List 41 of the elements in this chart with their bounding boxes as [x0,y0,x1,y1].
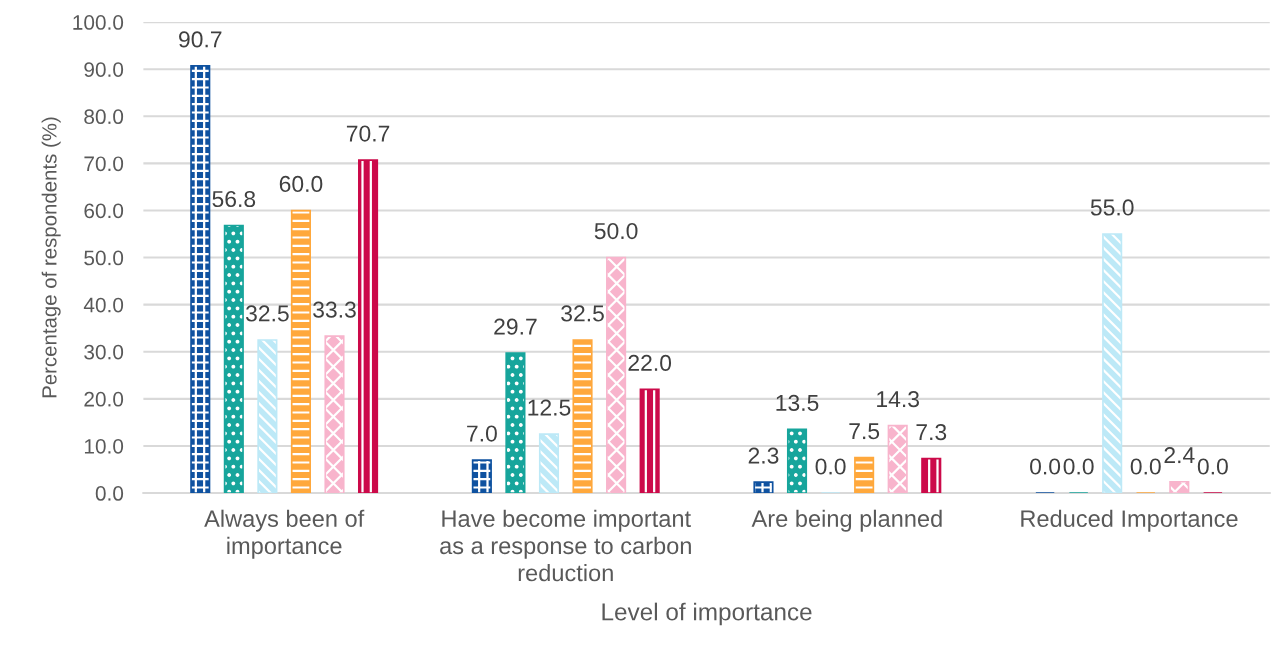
y-tick-label: 30.0 [84,344,124,360]
y-tick-label: 100.0 [73,15,124,30]
data-label: 50.0 [594,222,638,240]
data-label: 29.7 [494,318,537,335]
y-tick-label: 10.0 [84,438,124,454]
y-tick-label: 70.0 [84,156,124,172]
data-label: 22.0 [628,354,672,371]
data-label: 0.0 [1197,458,1228,475]
data-label: 32.5 [561,305,604,322]
y-tick-label: 50.0 [84,250,124,266]
data-label: 55.0 [1090,199,1134,216]
data-label: 2.3 [748,447,779,464]
data-label: 7.0 [467,425,497,442]
data-label: 32.5 [245,305,289,322]
data-label: 56.8 [212,190,256,208]
y-tick-label: 0.0 [95,486,124,501]
data-label: 0.0 [815,458,846,475]
y-tick-label: 20.0 [84,391,124,407]
data-label: 2.4 [1164,447,1195,464]
data-label: 12.5 [528,399,571,416]
data-label: 13.5 [776,394,819,412]
y-axis-title: Percentage of respondents (%) [41,117,61,398]
data-label: 90.7 [179,31,222,48]
x-tick-label: Always been of importance [204,509,365,559]
data-label: 70.7 [346,125,390,142]
data-label: 7.5 [849,423,880,440]
y-tick-label: 80.0 [84,109,124,125]
x-tick-label: Are being planned [751,509,942,532]
x-tick-label: Reduced Importance [1021,509,1238,532]
y-tick-label: 60.0 [84,203,124,219]
y-tick-label: 90.0 [84,62,124,77]
data-label: 0.0 [1063,458,1094,475]
data-label: 60.0 [279,175,323,193]
data-label: 7.3 [916,424,947,441]
x-axis-title: Level of importance [602,602,812,626]
data-label: 0.0 [1130,458,1161,475]
data-label: 14.3 [877,391,919,408]
x-tick-label: Have become important as a response to carbon reduction [440,509,691,582]
data-label: 33.3 [313,301,356,318]
y-tick-label: 40.0 [83,297,124,313]
data-label: 0.0 [1030,458,1061,475]
